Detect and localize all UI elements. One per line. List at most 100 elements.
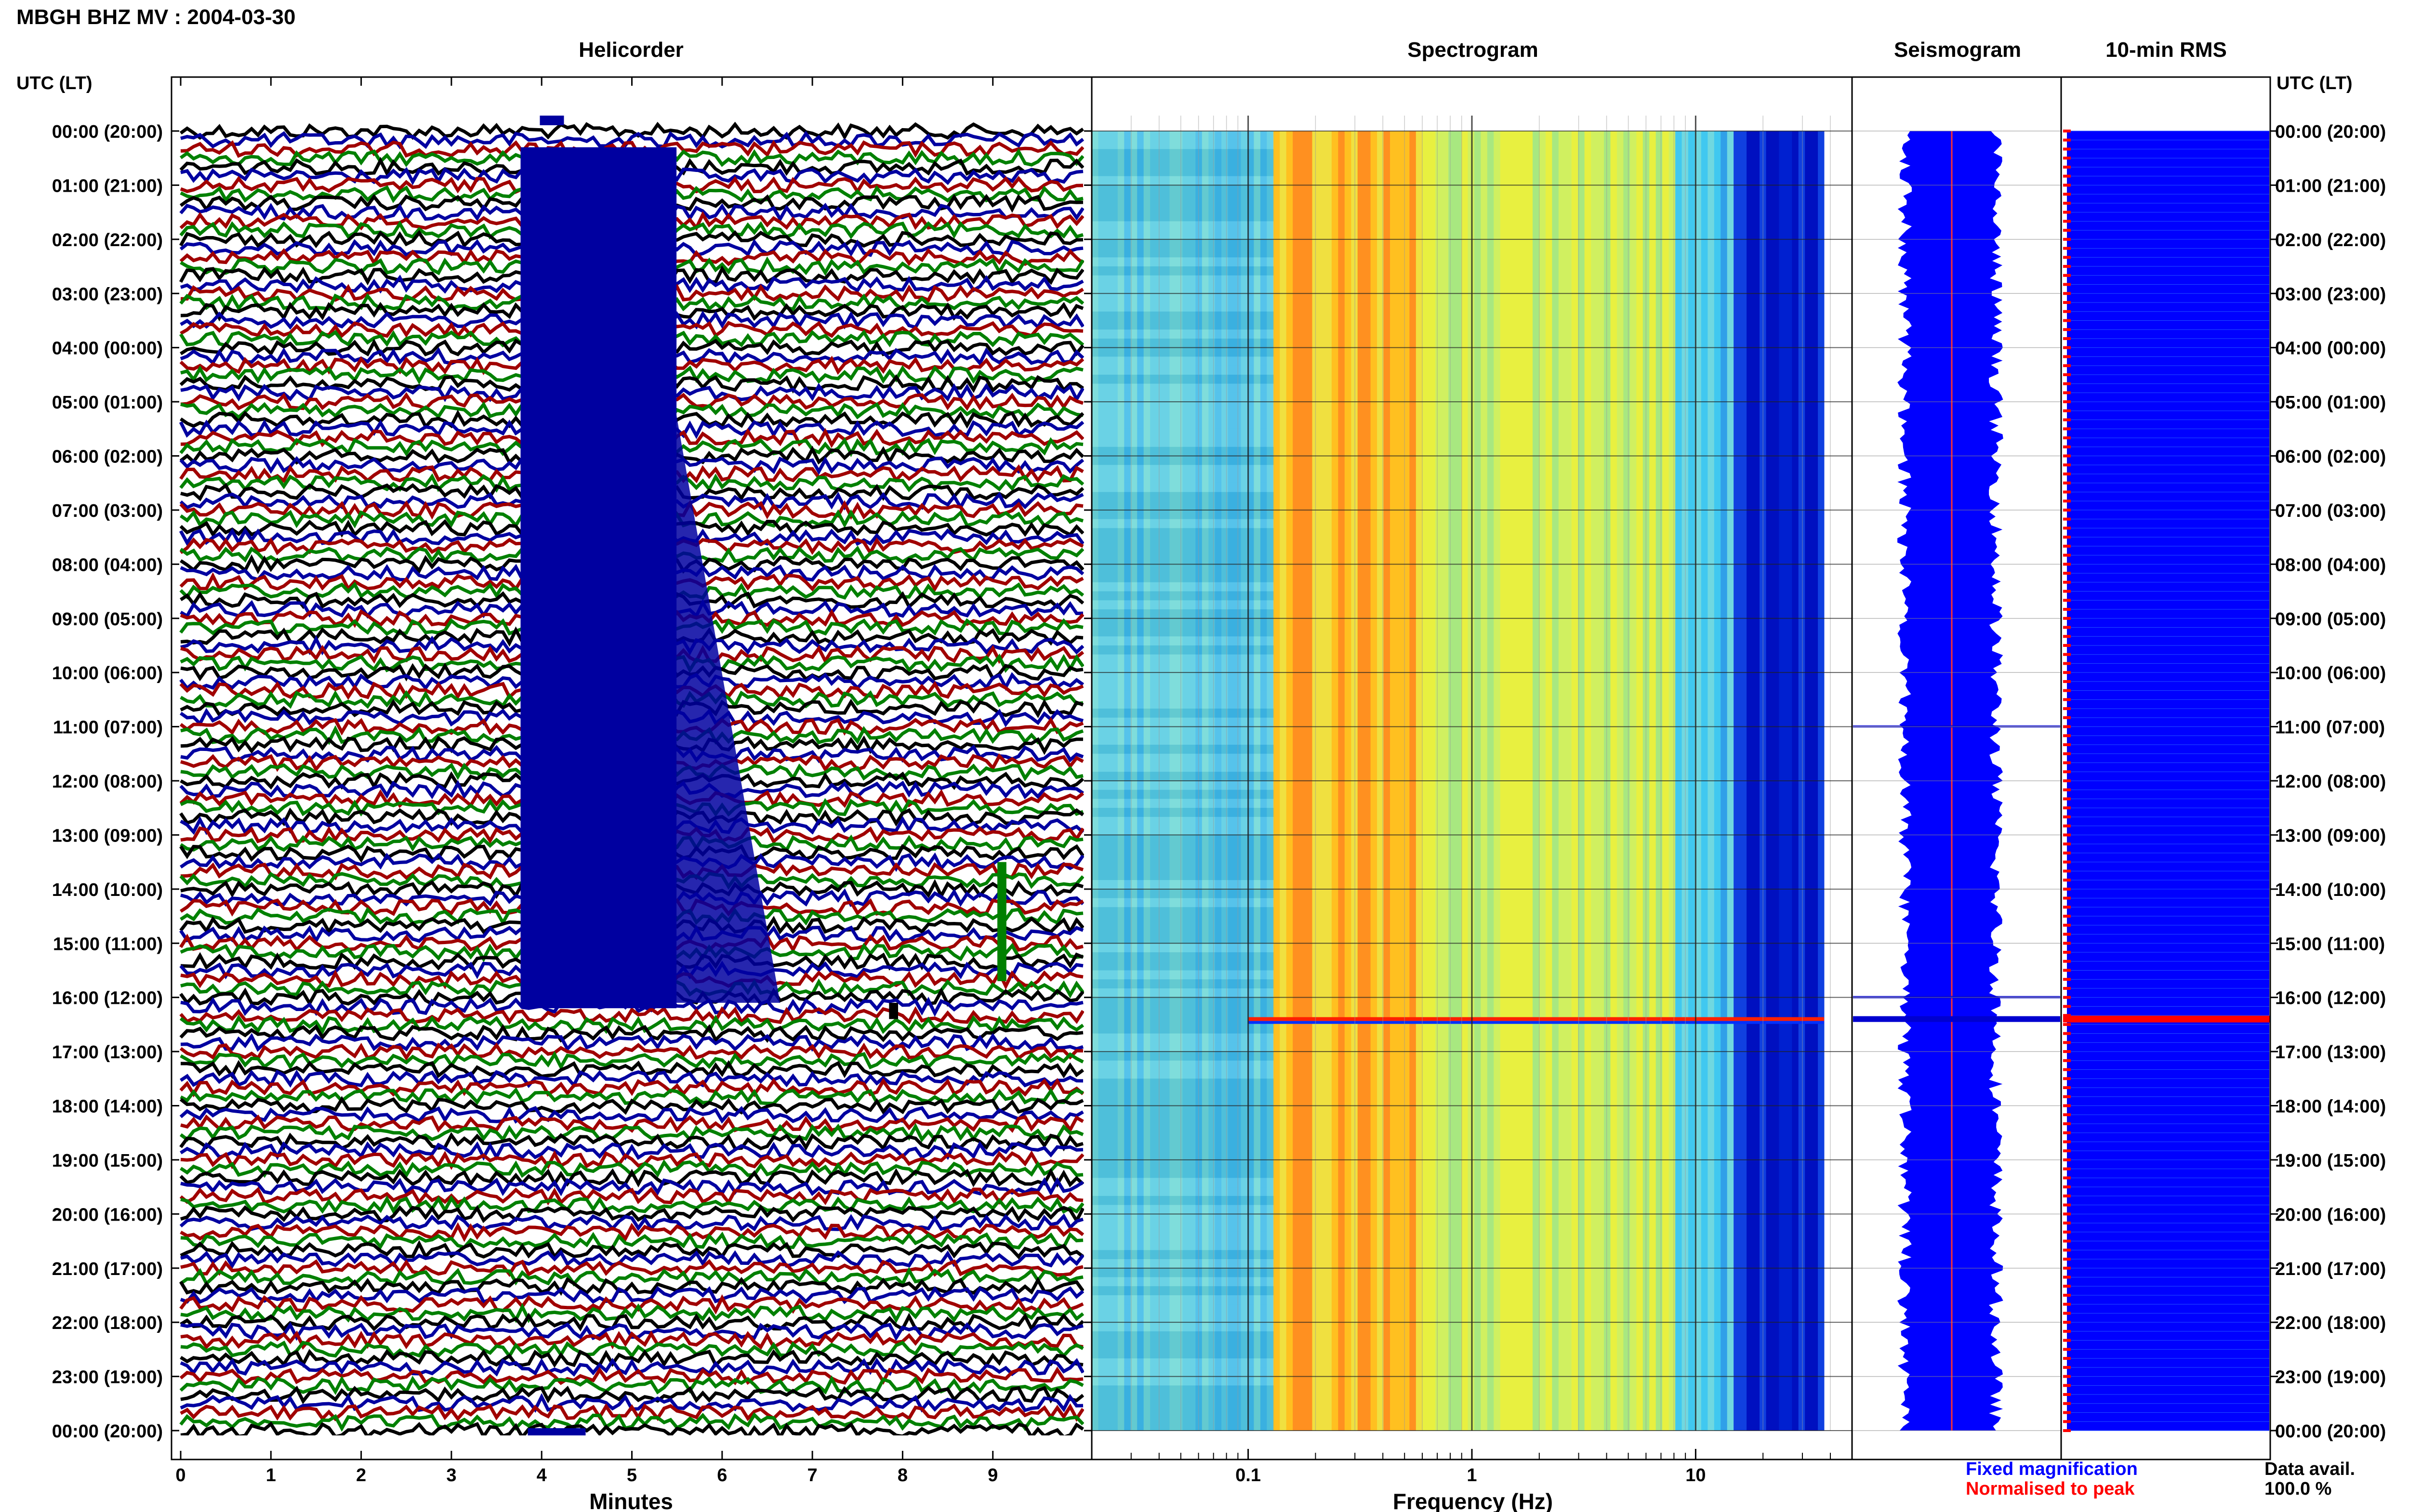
helicorder-event-bottom-spike — [528, 1428, 586, 1435]
spectrogram-row-texture — [1092, 1187, 1274, 1196]
spectrogram-row-texture — [1092, 844, 1274, 853]
helicorder-trace-row — [179, 1213, 1084, 1232]
helicorder-trace-row — [179, 1276, 1084, 1296]
right-time-label: 00:00 (20:00) — [2275, 1421, 2386, 1442]
spectrogram-row-texture — [1092, 835, 1274, 844]
rms-normalised-marker — [2063, 1095, 2071, 1098]
helicorder-trace-row — [179, 1412, 1084, 1432]
spectrogram-row-texture — [1092, 1096, 1274, 1106]
rms-normalised-marker — [2063, 544, 2071, 548]
rms-normalised-marker — [2063, 274, 2071, 277]
left-time-label: 04:00 (00:00) — [52, 339, 163, 359]
rms-normalised-marker — [2063, 1059, 2071, 1062]
helicorder-trace-row — [180, 131, 1084, 150]
spectrogram-row-texture — [1092, 438, 1274, 447]
spectrogram-row-texture — [1092, 970, 1274, 980]
right-time-label: 13:00 (09:00) — [2275, 826, 2386, 846]
rms-normalised-marker — [2063, 923, 2071, 927]
rms-normalised-marker — [2063, 671, 2071, 674]
left-time-label: 16:00 (12:00) — [52, 988, 163, 1009]
rms-normalised-marker — [2063, 860, 2071, 864]
rms-normalised-marker — [2063, 1086, 2071, 1090]
rms-normalised-marker — [2063, 1176, 2071, 1180]
rms-normalised-marker — [2063, 734, 2071, 737]
rms-normalised-marker — [2063, 210, 2071, 214]
helicorder-trace-row — [180, 1267, 1084, 1287]
rms-normalised-marker — [2063, 391, 2071, 394]
left-time-label: 15:00 (11:00) — [53, 934, 163, 954]
spectrogram-row-texture — [1092, 745, 1274, 754]
right-time-label: 03:00 (23:00) — [2275, 284, 2386, 304]
spectrogram-row-texture — [1092, 1223, 1274, 1232]
rms-normalised-marker — [2063, 193, 2071, 196]
spectrogram-row-texture — [1092, 609, 1274, 618]
rms-normalised-marker — [2063, 1230, 2071, 1234]
rms-normalised-marker — [2063, 707, 2071, 710]
spectrogram-image — [1091, 116, 1831, 1431]
right-time-label: 08:00 (04:00) — [2275, 555, 2386, 575]
spectrogram-row-texture — [1092, 1105, 1274, 1115]
right-time-label: 07:00 (03:00) — [2275, 501, 2386, 521]
rms-normalised-marker — [2063, 1131, 2071, 1134]
helicorder-x-tick-label: 1 — [266, 1465, 276, 1486]
spectrogram-row-texture — [1092, 266, 1274, 276]
right-time-label: 01:00 (21:00) — [2275, 176, 2386, 196]
rms-normalised-marker — [2063, 229, 2071, 232]
helicorder-trace-row — [180, 1051, 1084, 1071]
spectrogram-row-texture — [1092, 1412, 1274, 1422]
rms-normalised-marker — [2063, 1203, 2071, 1207]
rms-normalised-marker — [2063, 427, 2071, 431]
spectrogram-x-tick-label: 10 — [1685, 1465, 1706, 1486]
spectrogram-row-texture — [1092, 826, 1274, 835]
rms-normalised-marker — [2063, 553, 2071, 557]
spectrogram-row-texture — [1092, 131, 1274, 140]
rms-normalised-marker — [2063, 147, 2071, 151]
rms-normalised-marker — [2063, 310, 2071, 313]
helicorder-trace-row — [180, 1222, 1084, 1242]
rms-normalised-marker — [2063, 662, 2071, 665]
rms-normalised-marker — [2063, 247, 2071, 250]
spectrogram-row-texture — [1092, 1088, 1274, 1097]
rms-normalised-marker — [2063, 1285, 2071, 1288]
right-time-label: 12:00 (08:00) — [2275, 772, 2386, 792]
left-time-label: 14:00 (10:00) — [52, 880, 163, 900]
spectrogram-row-texture — [1092, 1159, 1274, 1169]
right-time-label: 02:00 (22:00) — [2275, 230, 2386, 250]
rms-normalised-marker — [2063, 608, 2071, 611]
rms-normalised-marker — [2063, 1194, 2071, 1197]
left-time-label: 19:00 (15:00) — [52, 1151, 163, 1171]
rms-normalised-marker — [2063, 346, 2071, 349]
helicorder-trace-row — [179, 1014, 1084, 1035]
rms-normalised-marker — [2063, 960, 2071, 963]
helicorder-trace-row — [179, 1186, 1084, 1206]
rms-normalised-marker — [2063, 1258, 2071, 1261]
rms-normalised-marker — [2063, 400, 2071, 404]
helicorder-trace-row — [180, 1232, 1084, 1250]
spectrogram-row-texture — [1092, 158, 1274, 167]
spectrogram-row-texture — [1092, 338, 1274, 348]
spectrogram-row-texture — [1092, 374, 1274, 384]
rms-normalised-marker — [2063, 1312, 2071, 1315]
spectrogram-row-texture — [1092, 1151, 1274, 1160]
helicorder-trace-row — [180, 1195, 1084, 1214]
rms-normalised-marker — [2063, 1339, 2071, 1342]
spectrogram-row-texture — [1092, 1060, 1274, 1070]
rms-normalised-marker — [2063, 1158, 2071, 1161]
rms-normalised-marker — [2063, 283, 2071, 286]
rms-normalised-marker — [2063, 1249, 2071, 1252]
spectrogram-row-texture — [1092, 636, 1274, 645]
spectrogram-row-texture — [1092, 925, 1274, 934]
spectrogram-row-texture — [1092, 1241, 1274, 1250]
rms-normalised-marker — [2063, 500, 2071, 503]
spectrogram-row-texture — [1092, 456, 1274, 465]
rms-normalised-marker — [2063, 887, 2071, 891]
rms-normalised-marker — [2063, 337, 2071, 340]
helicorder-event-top-spike — [540, 116, 564, 125]
rms-normalised-marker — [2063, 1167, 2071, 1170]
rms-normalised-marker — [2063, 1239, 2071, 1243]
rms-normalised-marker — [2063, 454, 2071, 458]
rms-normalised-marker — [2063, 436, 2071, 440]
spectrogram-row-texture — [1092, 591, 1274, 601]
rms-normalised-marker — [2063, 599, 2071, 602]
spectrogram-row-texture — [1092, 447, 1274, 456]
